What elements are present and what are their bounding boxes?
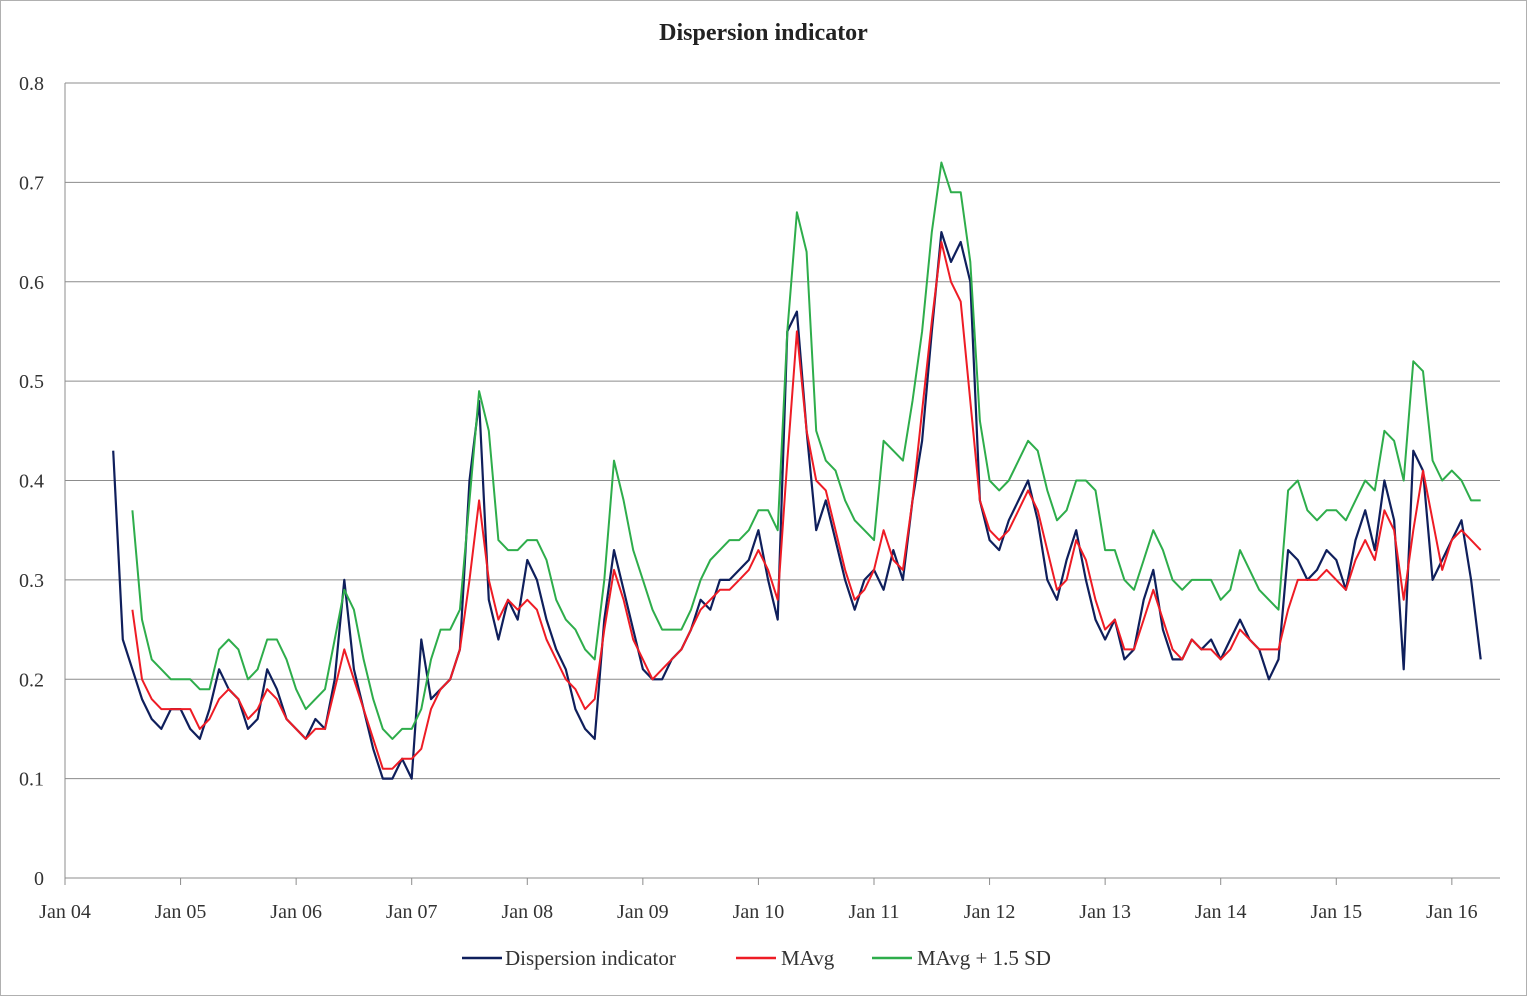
legend-label: MAvg — [781, 946, 835, 970]
x-tick-label: Jan 11 — [849, 901, 900, 923]
y-tick-label: 0.4 — [19, 471, 44, 493]
x-tick-label: Jan 12 — [964, 901, 1016, 923]
y-tick-label: 0.6 — [19, 272, 44, 294]
x-tick-label: Jan 07 — [386, 901, 438, 923]
y-tick-label: 0.5 — [19, 371, 44, 393]
x-tick-label: Jan 10 — [733, 901, 785, 923]
y-tick-label: 0.7 — [19, 172, 44, 194]
axes: 0 0.1 0.2 0.3 0.4 0.5 0.6 0.7 0.8 Jan 04 Jan 05 Jan… — [19, 73, 1500, 923]
x-tick-label: Jan 04 — [39, 901, 91, 923]
x-tick-label: Jan 15 — [1310, 901, 1362, 923]
series-line-mavg — [131, 241, 1482, 770]
y-tick-label: 0.8 — [19, 73, 44, 95]
grid-lines — [65, 82, 1500, 780]
y-tick-label: 0.2 — [19, 669, 44, 691]
x-tick-label: Jan 08 — [501, 901, 553, 923]
y-tick-label: 0.1 — [19, 769, 44, 791]
legend-label: MAvg + 1.5 SD — [917, 946, 1051, 970]
y-tick-label: 0.3 — [19, 570, 44, 592]
x-tick-label: Jan 09 — [617, 901, 669, 923]
series-lines — [112, 161, 1482, 780]
legend-label: Dispersion indicator — [505, 946, 676, 970]
y-tick-label: 0 — [34, 868, 44, 890]
x-tick-label: Jan 13 — [1079, 901, 1131, 923]
legend: Dispersion indicator MAvg MAvg + 1.5 SD — [462, 946, 1051, 970]
x-tick-label: Jan 06 — [270, 901, 322, 923]
x-tick-label: Jan 16 — [1426, 901, 1478, 923]
x-tick-label: Jan 14 — [1195, 901, 1247, 923]
x-tick-label: Jan 05 — [155, 901, 207, 923]
chart-title: Dispersion indicator — [659, 20, 868, 46]
